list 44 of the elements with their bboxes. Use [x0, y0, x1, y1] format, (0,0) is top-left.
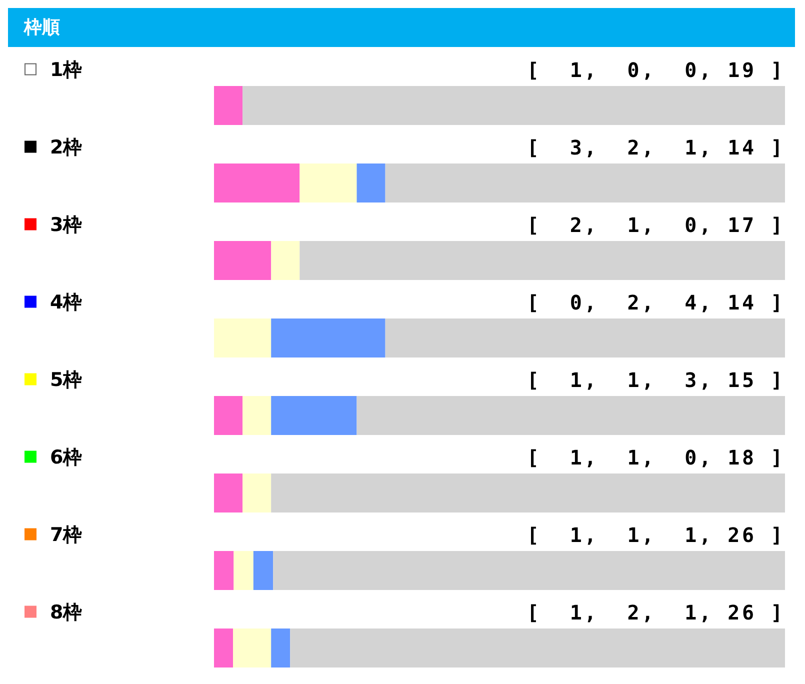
text: 枠順: [8, 8, 795, 47]
bar: [214, 86, 243, 125]
bar: [300, 164, 357, 202]
annotation: [ 0, 2, 4, 14 ]: [526, 290, 785, 314]
bar: [214, 396, 243, 435]
bar: [271, 628, 290, 668]
y-tick-label: 4枠: [50, 291, 82, 314]
bar: [290, 628, 785, 668]
bar: [271, 396, 357, 435]
y-tick-label: 1枠: [50, 58, 82, 81]
annotation: [ 1, 0, 0, 19 ]: [526, 58, 785, 82]
bar: [253, 551, 274, 590]
annotation: [ 3, 2, 1, 14 ]: [526, 135, 785, 160]
bar: [214, 164, 300, 202]
bar: [242, 396, 272, 435]
bar: [271, 241, 300, 280]
bar: [356, 164, 386, 202]
bar: [242, 474, 272, 512]
y-tick-label: 2枠: [50, 136, 82, 158]
y-tick-label: 3枠: [50, 214, 82, 236]
annotation: [ 2, 1, 0, 17 ]: [526, 212, 785, 237]
bar: [273, 551, 785, 590]
annotation: [ 1, 1, 0, 18 ]: [526, 445, 785, 470]
bar: [234, 551, 254, 590]
annotation: [ 1, 1, 3, 15 ]: [526, 368, 785, 392]
bar: [300, 241, 785, 280]
bar: [385, 164, 785, 202]
bar: [356, 396, 785, 435]
bar: [242, 86, 785, 125]
bar: [233, 628, 272, 668]
bar: [214, 551, 234, 590]
bar: [214, 474, 243, 512]
y-tick-label: 8枠: [50, 601, 82, 624]
bar: [214, 628, 234, 668]
bar: [271, 318, 386, 358]
y-tick-label: 5枠: [50, 368, 82, 391]
annotation: [ 1, 1, 1, 26 ]: [526, 522, 785, 547]
y-tick-label: 6枠: [50, 446, 82, 468]
bar: [214, 241, 272, 280]
bar: [271, 474, 785, 512]
bar: [385, 318, 785, 358]
bar: [214, 318, 272, 358]
annotation: [ 1, 2, 1, 26 ]: [526, 600, 785, 624]
y-tick-label: 7枠: [50, 524, 82, 546]
